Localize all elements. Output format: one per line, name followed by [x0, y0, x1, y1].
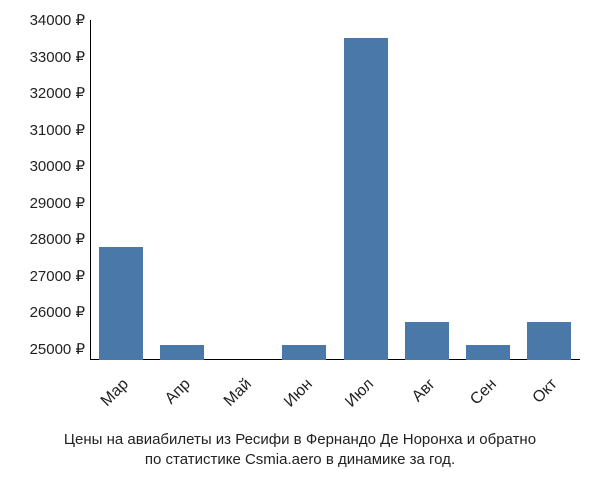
- bar: [99, 247, 143, 360]
- y-tick-label: 25000 ₽: [0, 340, 85, 358]
- y-tick-label: 29000 ₽: [0, 194, 85, 212]
- y-tick-label: 26000 ₽: [0, 303, 85, 321]
- y-tick-label: 30000 ₽: [0, 157, 85, 175]
- bar: [527, 322, 571, 360]
- caption-line-1: Цены на авиабилеты из Ресифи в Фернандо …: [64, 431, 536, 448]
- y-tick-label: 33000 ₽: [0, 48, 85, 66]
- caption-line-2: по статистике Csmia.aero в динамике за г…: [145, 451, 455, 468]
- y-axis-line: [90, 20, 91, 360]
- y-tick-label: 32000 ₽: [0, 84, 85, 102]
- chart-caption: Цены на авиабилеты из Ресифи в Фернандо …: [0, 430, 600, 471]
- bar: [344, 38, 388, 360]
- plot-area: [90, 20, 580, 360]
- x-tick-label: Июн: [281, 376, 317, 412]
- x-axis-labels: Мар Апр Май Июн Июл Авг Сен Окт: [90, 365, 580, 425]
- x-tick-label: Авг: [409, 376, 439, 406]
- x-tick-label: Сен: [467, 376, 500, 409]
- y-tick-label: 34000 ₽: [0, 11, 85, 29]
- bar: [405, 322, 449, 360]
- x-tick-label: Мар: [98, 376, 133, 411]
- y-tick-label: 28000 ₽: [0, 230, 85, 248]
- bar: [466, 345, 510, 360]
- bar: [160, 345, 204, 360]
- bar: [282, 345, 326, 360]
- price-chart: 25000 ₽ 26000 ₽ 27000 ₽ 28000 ₽ 29000 ₽ 30000…: [0, 0, 600, 500]
- y-tick-label: 27000 ₽: [0, 267, 85, 285]
- x-tick-label: Апр: [162, 376, 195, 409]
- x-tick-label: Май: [221, 376, 256, 411]
- x-tick-label: Июл: [342, 376, 378, 412]
- x-tick-label: Окт: [530, 376, 562, 408]
- y-tick-label: 31000 ₽: [0, 121, 85, 139]
